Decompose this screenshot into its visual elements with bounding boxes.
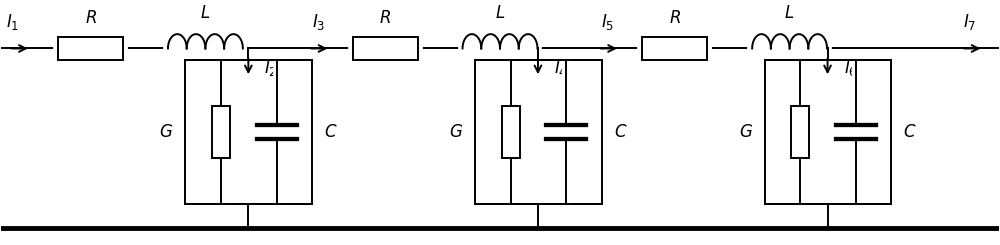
Text: $I_6$: $I_6$ — [844, 58, 857, 78]
Text: $L$: $L$ — [200, 4, 211, 22]
Text: $R$: $R$ — [85, 9, 97, 27]
Text: $G$: $G$ — [159, 123, 173, 141]
Bar — [475, 61, 602, 204]
Text: $R$: $R$ — [669, 9, 681, 27]
Text: $I_1$: $I_1$ — [6, 12, 19, 32]
Text: $C$: $C$ — [903, 123, 917, 141]
Text: $I_3$: $I_3$ — [312, 12, 325, 32]
Text: $L$: $L$ — [784, 4, 795, 22]
Text: $I_7$: $I_7$ — [963, 12, 976, 32]
Text: $G$: $G$ — [739, 123, 753, 141]
Text: $C$: $C$ — [614, 123, 627, 141]
Bar — [502, 106, 520, 158]
Text: $I_5$: $I_5$ — [601, 12, 614, 32]
Bar — [212, 106, 230, 158]
Bar — [353, 37, 418, 61]
Text: $I_2$: $I_2$ — [264, 58, 277, 78]
Bar — [642, 37, 707, 61]
Text: $L$: $L$ — [495, 4, 505, 22]
Text: $G$: $G$ — [449, 123, 463, 141]
Bar — [765, 61, 891, 204]
Text: $C$: $C$ — [324, 123, 338, 141]
Text: $I_4$: $I_4$ — [554, 58, 568, 78]
Bar — [58, 37, 123, 61]
Text: $R$: $R$ — [379, 9, 391, 27]
Bar — [791, 106, 809, 158]
Bar — [185, 61, 312, 204]
